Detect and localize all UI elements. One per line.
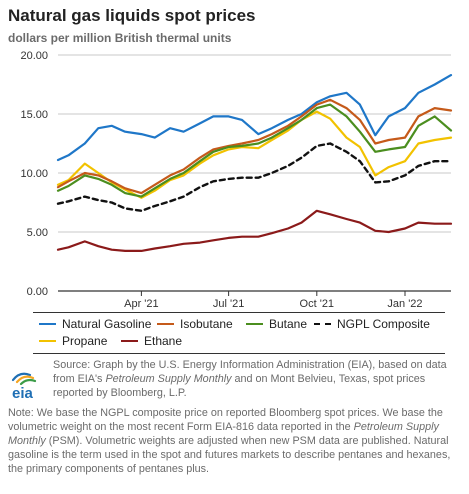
y-tick-label: 5.00 [27,227,48,239]
legend-item-natural-gasoline: Natural Gasoline [39,317,151,331]
y-axis-tick-labels: 0.00 5.00 10.00 15.00 20.00 [20,50,48,298]
series-line-natural-gasoline [56,73,453,162]
page-title: Natural gas liquids spot prices [8,6,256,25]
x-tick-label: Jan '22 [387,298,422,310]
x-axis-tick-labels: Apr '21 Jul '21 Oct '21 Jan '22 [124,291,423,310]
legend-item-butane: Butane [246,317,307,331]
legend-swatch [39,340,56,342]
chart-legend: Natural Gasoline Isobutane Butane NGPL Comp… [33,312,445,354]
legend-item-ngpl-composite: NGPL Composite [314,317,430,331]
x-tick-label: Oct '21 [300,298,335,310]
legend-label: Butane [269,317,308,331]
y-tick-label: 15.00 [20,109,48,121]
y-tick-label: 10.00 [20,168,48,180]
legend-label: Ethane [144,334,183,348]
legend-swatch [39,323,56,325]
eia-logo: eia [11,372,37,401]
legend-swatch [246,323,263,325]
y-tick-label: 0.00 [27,286,48,298]
legend-item-ethane: Ethane [121,334,182,348]
y-tick-label: 20.00 [20,50,48,62]
legend-label: Isobutane [180,317,233,331]
series-line-isobutane [56,98,453,195]
legend-swatch [157,323,174,325]
note-text: Note: We base the NGPL composite price o… [8,407,451,475]
x-tick-label: Apr '21 [124,298,159,310]
gridlines [58,54,451,292]
legend-swatch [121,340,138,342]
series-line-ethane [56,209,453,252]
x-tick-label: Jul '21 [213,298,244,310]
legend-label: Natural Gasoline [62,317,152,331]
source-text: Source: Graph by the U.S. Energy Informa… [53,359,447,399]
legend-label: Propane [62,334,108,348]
chart-subtitle: dollars per million British thermal unit… [8,31,232,45]
legend-item-propane: Propane [39,334,107,348]
series-line-ngpl-composite [56,142,453,213]
legend-item-isobutane: Isobutane [157,317,233,331]
legend-swatch [314,323,331,325]
series-line-butane [56,103,453,198]
series-lines [56,73,453,252]
svg-text:eia: eia [12,385,34,401]
legend-label: NGPL Composite [337,317,430,331]
line-chart: 0.00 5.00 10.00 15.00 20.00 Apr '21 Jul '21 Oc… [20,50,453,310]
